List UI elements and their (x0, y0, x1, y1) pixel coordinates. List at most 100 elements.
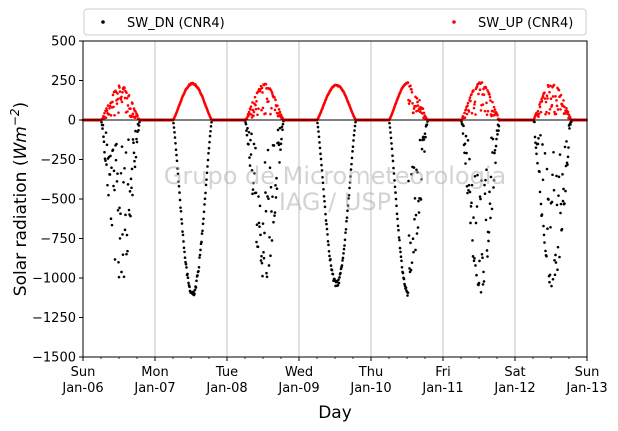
data-point (111, 148, 115, 152)
data-point (493, 148, 497, 152)
data-point (316, 125, 320, 129)
data-point (207, 151, 210, 155)
data-point (474, 113, 477, 116)
data-point (537, 137, 540, 140)
data-point (175, 153, 178, 157)
y-tick-label: −1500 (32, 351, 76, 366)
x-tick-label-day: Sun (71, 365, 96, 380)
data-point (486, 109, 490, 113)
data-point (278, 161, 281, 164)
data-point (548, 90, 551, 94)
data-point (546, 97, 549, 100)
data-point (180, 222, 184, 225)
data-point (327, 249, 331, 253)
data-point (103, 111, 106, 115)
data-point (113, 113, 116, 117)
data-point (102, 135, 105, 139)
data-point (344, 231, 347, 234)
data-point (418, 98, 421, 102)
data-point (480, 81, 484, 84)
x-tick-label-day: Mon (141, 365, 168, 380)
data-point (278, 110, 282, 114)
data-point (402, 277, 406, 281)
data-point (253, 171, 256, 175)
data-point (325, 227, 329, 231)
data-point (463, 151, 466, 155)
data-point (111, 93, 115, 97)
data-point (207, 146, 211, 150)
data-point (414, 104, 418, 108)
data-point (251, 108, 255, 112)
data-point (266, 148, 270, 152)
data-point (535, 152, 538, 156)
data-point (544, 112, 547, 116)
data-point (107, 112, 111, 116)
data-point (269, 185, 273, 189)
data-point (481, 283, 485, 286)
data-point (198, 253, 202, 257)
data-point (345, 216, 349, 219)
data-point (198, 256, 201, 259)
data-point (410, 172, 413, 176)
data-point (121, 233, 124, 236)
data-point (399, 250, 402, 254)
data-point (563, 145, 567, 149)
data-point (487, 230, 491, 234)
data-point (248, 156, 251, 159)
data-point (538, 105, 542, 109)
data-point (565, 140, 568, 143)
data-point (537, 115, 540, 118)
data-point (250, 169, 254, 172)
data-point (534, 146, 538, 149)
data-point (251, 101, 254, 104)
data-point (410, 90, 414, 94)
data-point (543, 152, 547, 155)
data-point (279, 148, 282, 151)
data-point (209, 125, 213, 128)
data-point (407, 179, 410, 183)
data-point (475, 205, 479, 208)
data-point (324, 219, 328, 222)
y-tick-label: 500 (51, 35, 76, 50)
data-point (181, 233, 185, 237)
data-point (206, 158, 210, 162)
data-point (131, 102, 134, 105)
data-point (113, 188, 116, 192)
data-point (394, 191, 397, 194)
data-point (417, 199, 420, 203)
data-point (545, 254, 548, 258)
data-point (483, 109, 487, 113)
data-point (104, 159, 107, 162)
data-point (390, 142, 393, 145)
data-point (124, 151, 128, 154)
data-point (121, 91, 124, 94)
data-point (256, 245, 260, 249)
data-point (128, 190, 132, 193)
data-point (462, 124, 465, 128)
data-point (340, 264, 344, 267)
data-point (112, 184, 115, 188)
data-point (129, 214, 132, 218)
data-point (185, 266, 188, 269)
data-point (542, 224, 545, 228)
data-point (545, 167, 549, 171)
data-point (566, 155, 570, 159)
data-point (395, 212, 399, 216)
x-tick-label-day: Tue (215, 365, 238, 380)
data-point (249, 138, 252, 142)
data-point (193, 292, 196, 296)
data-point (273, 211, 277, 214)
data-point (131, 138, 135, 141)
data-point (110, 223, 114, 227)
y-tick-label: −1250 (32, 311, 76, 326)
data-point (479, 197, 482, 201)
data-point (396, 224, 400, 228)
data-point (268, 235, 271, 239)
data-point (265, 97, 269, 101)
y-tick-label: −750 (40, 232, 76, 247)
data-point (132, 141, 135, 144)
data-point (136, 114, 139, 118)
data-point (548, 280, 551, 284)
data-point (538, 170, 541, 174)
data-point (422, 138, 426, 141)
